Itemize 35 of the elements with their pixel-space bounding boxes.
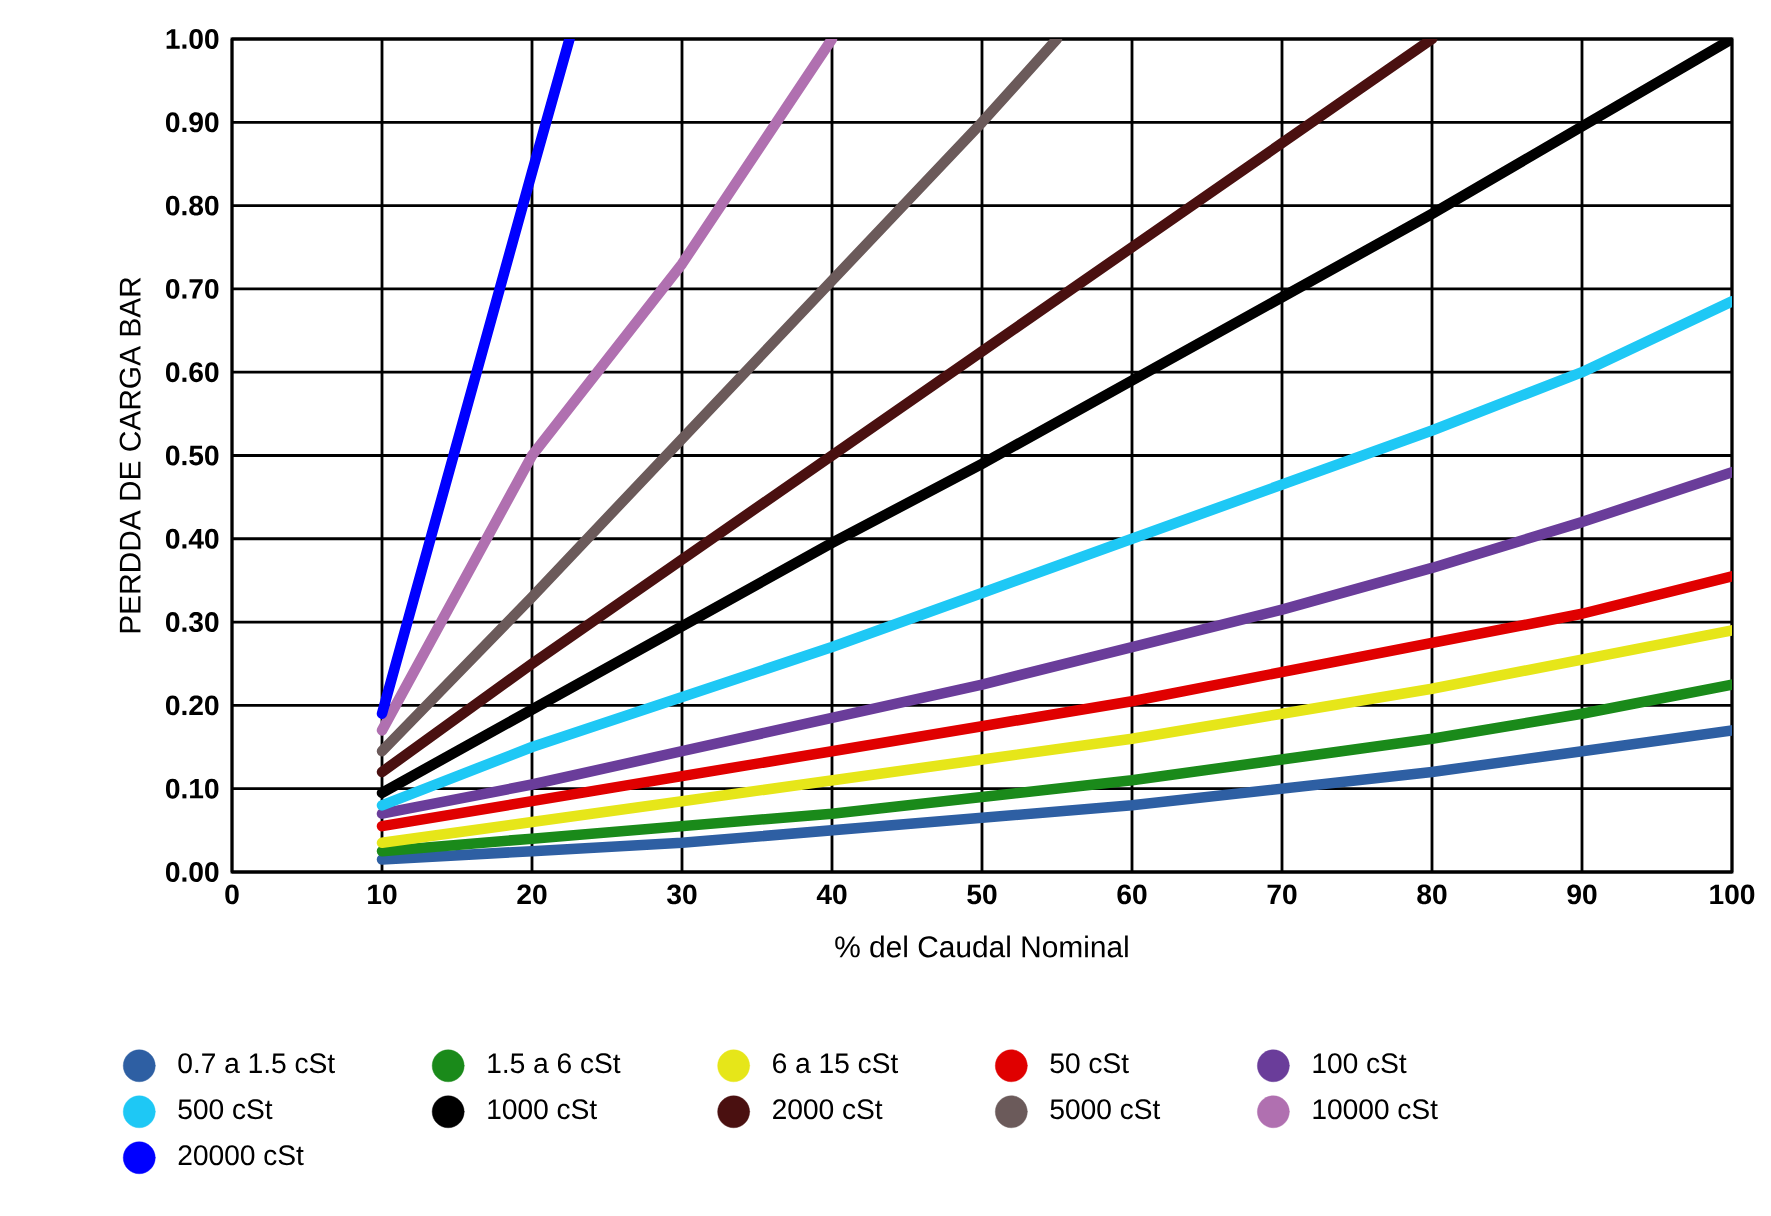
legend-label: 20000 cSt xyxy=(178,1145,304,1166)
y-tick-label: 0.70 xyxy=(165,278,219,299)
y-tick-label: 0.90 xyxy=(165,112,219,133)
legend-label: 6 a 15 cSt xyxy=(773,1053,899,1074)
x-tick-label: 50 xyxy=(967,884,997,905)
x-axis-title: % del Caudal Nominal xyxy=(835,935,1128,958)
legend-label: 100 cSt xyxy=(1313,1053,1407,1074)
x-tick-label: 100 xyxy=(1710,884,1755,905)
y-tick-label: 1.00 xyxy=(166,29,219,49)
y-tick-label: 0.00 xyxy=(165,862,219,882)
x-tick-label: 20 xyxy=(517,884,547,905)
legend-label: 50 cSt xyxy=(1050,1053,1129,1074)
legend-label: 1000 cSt xyxy=(488,1099,597,1120)
x-tick-label: 90 xyxy=(1567,884,1597,905)
legend-label: 500 cSt xyxy=(178,1099,273,1120)
legend-label: 5000 cSt xyxy=(1050,1099,1161,1120)
legend-label: 10000 cSt xyxy=(1313,1099,1438,1120)
y-tick-label: 0.40 xyxy=(165,528,219,549)
x-tick-label: 30 xyxy=(667,884,697,905)
x-tick-label: 0 xyxy=(225,884,239,905)
x-tick-label: 80 xyxy=(1417,884,1447,905)
legend-label: 1.5 a 6 cSt xyxy=(488,1053,621,1074)
y-axis-title: PERDDA DE CARGA BAR xyxy=(119,277,141,633)
legend-label: 2000 cSt xyxy=(773,1099,883,1120)
legend-label: 0.7 a 1.5 cSt xyxy=(178,1053,335,1074)
x-tick-label: 40 xyxy=(816,884,847,905)
x-tick-label: 70 xyxy=(1267,884,1297,905)
y-tick-label: 0.50 xyxy=(165,445,219,466)
y-tick-label: 0.80 xyxy=(165,195,219,216)
x-tick-label: 60 xyxy=(1117,884,1147,905)
y-tick-label: 0.60 xyxy=(165,362,219,383)
y-tick-label: 0.30 xyxy=(165,612,219,633)
x-tick-label: 10 xyxy=(368,884,397,905)
y-tick-label: 0.20 xyxy=(165,695,219,716)
y-tick-label: 0.10 xyxy=(165,778,219,799)
